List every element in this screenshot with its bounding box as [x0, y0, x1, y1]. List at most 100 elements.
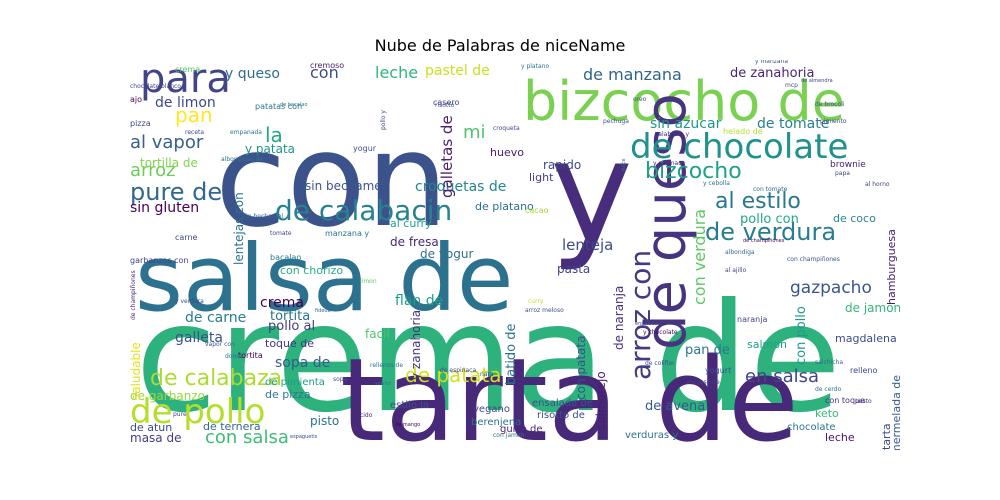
word-galleta: galleta: [175, 330, 223, 346]
word-saludable: saludable: [129, 342, 143, 400]
word-de-mango: de mango: [395, 422, 420, 428]
word-de-champiñones: de champiñones: [130, 270, 137, 320]
word-y-chocolate: y chocolate: [643, 329, 678, 336]
word-patatas-con: patatas con: [255, 102, 302, 111]
word-relleno: relleno: [850, 366, 877, 375]
word-arroz-con: arroz con: [624, 250, 657, 380]
word-ajo: ajo: [130, 95, 142, 104]
word-y-manzana: y manzana: [755, 60, 788, 65]
word-donut: donut: [225, 353, 243, 360]
word-con-jamon: con jamon: [493, 432, 525, 439]
word-y-patata: y patata: [245, 142, 295, 156]
word-nata: nata: [480, 371, 494, 378]
word-de-queso: de queso: [634, 93, 699, 350]
word-huevo: huevo: [490, 146, 524, 159]
word-galletas-de: galletas de: [438, 115, 456, 198]
word-pasta: pasta: [557, 262, 590, 276]
word-pollo-al: pollo al: [268, 319, 315, 334]
word-casero: casero: [433, 98, 460, 107]
word-yogurt: yogurt: [705, 366, 731, 375]
word-toque-de: toque de: [265, 337, 314, 350]
word-al-horno: al horno: [865, 181, 890, 188]
word-de-coliflor: de coliflor: [645, 360, 675, 367]
word-chocolate-blanco: chocolate blanco: [130, 83, 181, 90]
word-gazpacho: gazpacho: [790, 278, 872, 298]
word-pastel-de: pastel de: [425, 63, 490, 79]
word-pizza: pizza: [130, 119, 151, 128]
word-rellenos-de: rellenos de: [370, 362, 403, 369]
word-brownie: brownie: [830, 160, 866, 170]
word-con: con: [310, 63, 339, 82]
word-carne: carne: [175, 233, 198, 242]
word-pimiento: pimiento: [820, 118, 847, 125]
word-de-almendra: de almendra: [801, 78, 833, 84]
word-light: light: [529, 171, 554, 184]
word-la: la: [265, 123, 283, 147]
word-bizcocho: bizcocho: [645, 159, 742, 184]
word-de-cerdo: de cerdo: [815, 386, 842, 393]
word-con-toque: con toque: [825, 396, 865, 405]
word-salmon: salmon: [747, 338, 787, 351]
word-mermelada-de: mermelada de: [890, 375, 900, 450]
word-yogur: yogur: [353, 144, 377, 153]
word-dulce: dulce: [621, 158, 627, 172]
word-tarta: tarta: [880, 423, 893, 450]
word-chocolate: chocolate: [787, 422, 836, 433]
word-helado-de: helado de: [723, 127, 763, 136]
word-tarta-de: tarta de: [340, 334, 799, 450]
word-salsa-de: salsa de: [135, 225, 513, 332]
word-empanada: empanada: [230, 129, 262, 136]
word-espaguetis: espaguetis: [290, 434, 318, 440]
word-naranja: naranja: [737, 315, 767, 324]
word-y-espinaca: y espinaca: [653, 160, 686, 167]
word-de-calabaza: de calabaza: [150, 366, 282, 391]
word-sopa-de: sopa de: [275, 355, 330, 371]
word-de-naranja: de naranja: [612, 286, 626, 350]
word-pesto: pesto: [855, 398, 872, 405]
word-pechuga: pechuga: [603, 118, 629, 125]
word-lentejas-con: lentejas con: [232, 192, 246, 265]
word-de-chocolate: de chocolate: [630, 127, 848, 167]
word-papa: papa: [835, 170, 850, 177]
word-bizcocho-de: bizcocho de: [523, 70, 845, 133]
word-calabacin-y: calabacin y: [655, 131, 689, 138]
word-pure: pure: [173, 411, 187, 418]
word-para: para: [140, 60, 231, 102]
word-manzana-y: manzana y: [325, 229, 369, 238]
word-sofrito: sofrito: [375, 381, 391, 387]
word-arroz-meloso: arroz meloso: [525, 307, 564, 314]
word-limon: limon: [360, 278, 377, 285]
word-de-pizza: de pizza: [265, 388, 311, 401]
word-con-chorizo: con chorizo: [280, 264, 343, 277]
word-al-estilo: al estilo: [715, 189, 801, 214]
chart-title: Nube de Palabras de niceName: [374, 36, 626, 55]
word-sin-bechamel: sin bechamel: [305, 179, 385, 193]
word-de-carne: de carne: [185, 310, 246, 326]
word-de-tomate: de tomate: [757, 116, 829, 132]
word-pan: pan: [175, 103, 213, 127]
word-flan-de: flan de: [395, 293, 443, 309]
word-de-pimienta: de pimienta: [265, 377, 325, 388]
word-arroz: arroz: [130, 160, 176, 181]
word-croquetas-de: croquetas de: [415, 179, 506, 195]
word-pure-de: pure de: [130, 178, 222, 206]
word-magdalena: magdalena: [835, 332, 897, 345]
word-de-fresa: de fresa: [390, 235, 439, 249]
word-y-queso: y queso: [225, 66, 280, 82]
word-y-cebolla: y cebolla: [703, 180, 730, 187]
word-con-pollo: con pollo: [794, 306, 809, 365]
word-en-salsa: en salsa: [745, 366, 819, 387]
word-pisto: pisto: [310, 414, 339, 428]
word-crema-de: crema de: [135, 272, 841, 446]
word-leche: leche: [825, 431, 855, 444]
word-sin-bechamel: sin bechamel: [243, 213, 283, 220]
word-de-garbanzo: de garbanzo: [130, 389, 205, 403]
word-al-vapor: al vapor: [130, 132, 204, 153]
word-de-ternera: de ternera: [203, 420, 261, 433]
word-curry: curry: [528, 298, 544, 305]
word-risotto: risotto: [435, 102, 455, 109]
word-de-verdura: de verdura: [705, 218, 836, 246]
word-berenjena: berenjena: [471, 417, 521, 428]
word-cloud: crema de con tarta de salsa de y bizcocho de d…: [125, 60, 900, 450]
